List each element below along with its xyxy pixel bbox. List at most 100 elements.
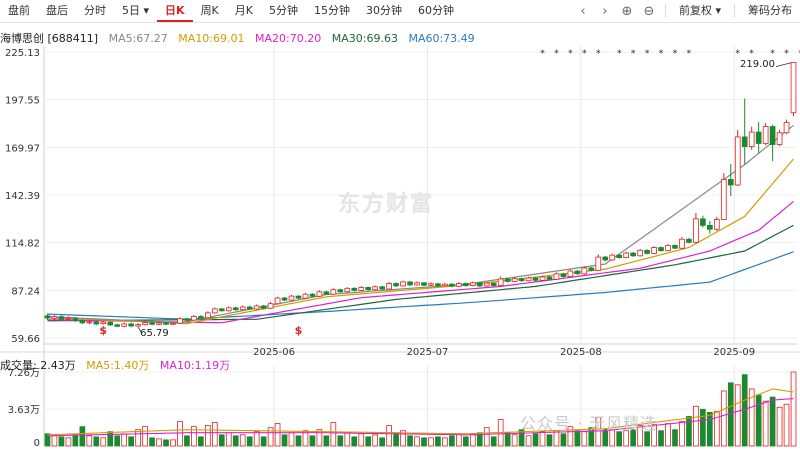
candle [142,321,148,326]
volume-bar [511,434,518,447]
volume-bar [560,433,567,447]
candle-body [239,306,246,311]
volume-bar [211,422,218,447]
candle-body [560,273,567,277]
y-tick-label: 225.13 [5,48,40,59]
volume-ma5-label: MA5:1.40万 [86,359,150,372]
candle-body [274,297,281,305]
candle [288,294,295,301]
tab-1[interactable]: 盘后 [46,4,68,17]
candle [602,255,609,262]
candle [525,276,532,282]
buy-signal-icon: $ [99,324,107,337]
volume-bar [393,432,399,447]
candle-body [553,273,560,280]
tab-6[interactable]: 月K [234,4,253,17]
volume-bar [309,435,316,447]
candle [184,317,190,322]
candle [462,282,469,287]
candle-body [121,323,128,327]
volume-bar [449,435,455,447]
candle-body [51,316,58,319]
volume-bar [225,432,232,447]
volume-bar [783,403,790,447]
event-marker-icon: * [798,49,800,59]
volume-bar [107,431,114,447]
adjust-dropdown[interactable]: 前复权 ▾ [678,4,721,17]
volume-bar [720,390,727,447]
candle [532,276,539,282]
volume-bar [386,425,392,447]
tab-4[interactable]: 日K [157,0,193,22]
volume-axis: 7.26万 3.63万 0 [8,368,40,449]
candle-body [407,281,413,286]
candle [456,282,462,287]
candle [776,129,783,146]
volume-bar [65,437,72,447]
volume-bar [588,427,595,447]
candle-body [128,323,134,327]
zoom-in-icon[interactable]: ⊕ [621,3,633,19]
tab-10[interactable]: 60分钟 [418,4,454,17]
candle [748,126,755,150]
prev-arrow-icon[interactable]: ‹ [580,3,586,19]
candle-body [707,225,713,230]
zoom-out-icon[interactable]: ⊖ [643,3,655,19]
event-marker-icon: * [554,49,559,59]
candle [170,322,176,325]
low-annotation: 65.79 [140,328,169,340]
tab-3[interactable]: 5日 ▾ [122,4,150,17]
volume-bar [246,436,253,447]
candle-body [344,287,351,293]
volume-bar [163,439,169,447]
low-pointer [137,327,143,334]
candle-body [232,307,239,311]
candle [672,244,678,250]
candle [337,288,344,293]
event-marker-icon: * [749,49,754,59]
candle-body [330,289,337,295]
volume-tick-label: 7.26万 [8,368,40,379]
volume-bar [274,423,281,447]
candle [316,290,323,297]
candle [651,246,657,255]
candle [442,282,448,287]
volume-ma10-label: MA10:1.19万 [159,359,231,372]
candle-body [79,320,86,324]
event-marker-icon: * [596,49,601,59]
chart-toolbar: 盘前 盘后 分时 5日 ▾ 日K 周K 月K 5分钟 15分钟 30分钟 60分钟 ‹ › ⊕ ⊖ … [0,0,800,23]
tab-8[interactable]: 15分钟 [314,4,350,17]
tab-9[interactable]: 30分钟 [366,4,402,17]
candle-body [107,321,114,326]
next-arrow-icon[interactable]: › [602,3,608,19]
candle [727,163,734,197]
volume-bar [239,434,246,447]
event-marker-icon: * [631,49,636,59]
candle [379,285,385,291]
candle-body [323,291,330,295]
volume-bar [323,435,330,447]
y-tick-label: 197.55 [5,96,40,107]
candle-body [414,282,420,286]
candle [156,321,162,326]
chip-distribution-button[interactable]: 筹码分布 [748,4,792,17]
tab-7[interactable]: 5分钟 [269,4,298,17]
tab-0[interactable]: 盘前 [8,4,30,17]
tab-2[interactable]: 分时 [84,4,106,17]
candle [65,316,72,321]
candle [58,315,65,321]
volume-bar [686,416,692,447]
candle-body [163,322,169,325]
toolbar-divider [734,4,735,18]
event-marker-icon: * [540,49,545,59]
candle [121,322,128,328]
candle [309,293,316,298]
event-marker-icon: * [687,49,692,59]
candle-body [218,308,225,312]
tab-5[interactable]: 周K [200,4,219,17]
candle [393,282,399,287]
candle-body [372,286,379,291]
candle [790,62,797,117]
candle [686,237,692,244]
